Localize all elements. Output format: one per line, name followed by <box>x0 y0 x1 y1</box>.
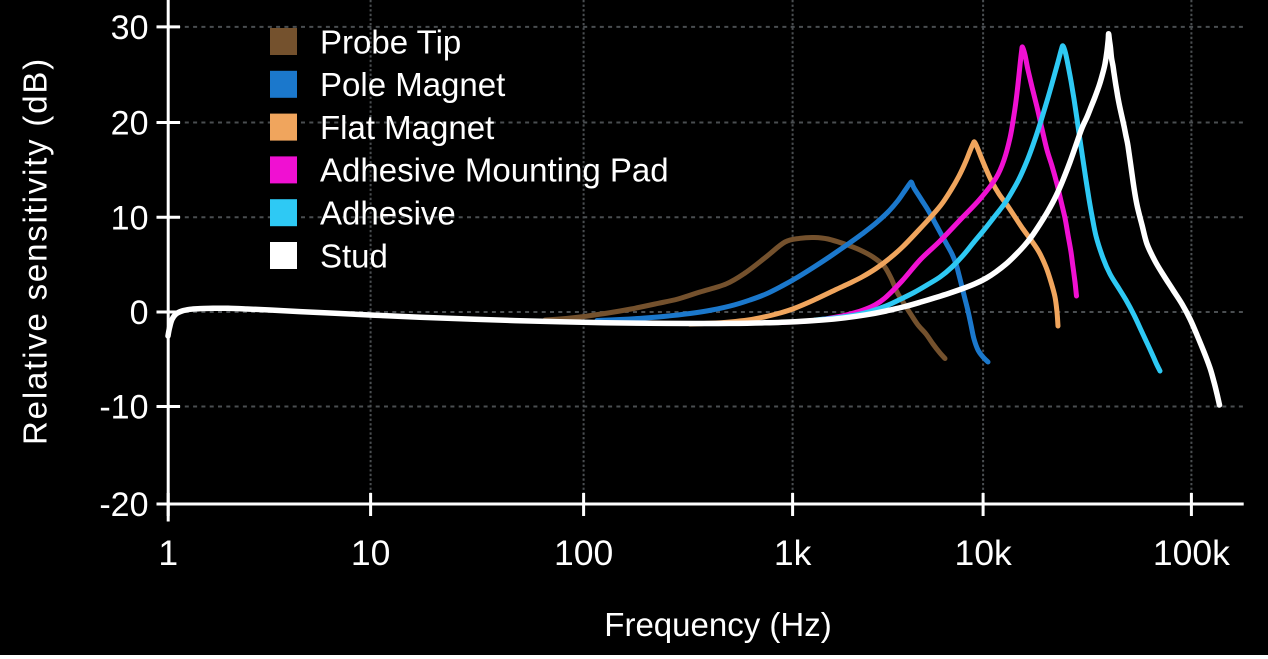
svg-text:Stud: Stud <box>320 237 388 274</box>
svg-text:Flat Magnet: Flat Magnet <box>320 109 494 146</box>
svg-text:Frequency (Hz): Frequency (Hz) <box>604 606 831 643</box>
svg-text:10: 10 <box>111 199 149 237</box>
svg-text:1k: 1k <box>774 533 812 573</box>
svg-text:Pole Magnet: Pole Magnet <box>320 66 505 103</box>
svg-text:-10: -10 <box>99 389 148 427</box>
svg-text:Adhesive Mounting Pad: Adhesive Mounting Pad <box>320 152 669 189</box>
svg-text:30: 30 <box>111 9 149 47</box>
svg-text:-20: -20 <box>99 486 148 524</box>
svg-text:20: 20 <box>111 105 149 143</box>
svg-text:1: 1 <box>158 533 178 573</box>
svg-text:10: 10 <box>351 533 391 573</box>
svg-text:10k: 10k <box>954 533 1011 573</box>
svg-text:0: 0 <box>130 294 149 332</box>
svg-text:Relative sensitivity (dB): Relative sensitivity (dB) <box>17 57 54 445</box>
svg-text:100: 100 <box>554 533 613 573</box>
svg-text:100k: 100k <box>1153 533 1230 573</box>
svg-text:Probe Tip: Probe Tip <box>320 23 461 60</box>
svg-text:Adhesive: Adhesive <box>320 195 456 232</box>
